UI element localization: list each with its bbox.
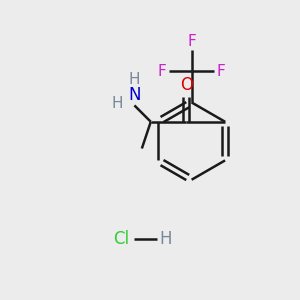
Text: N: N [128, 86, 141, 104]
Text: O: O [180, 76, 193, 94]
Text: H: H [129, 72, 140, 87]
Text: H: H [112, 96, 123, 111]
Text: F: F [187, 34, 196, 49]
Text: F: F [217, 64, 226, 79]
Text: Cl: Cl [113, 230, 129, 248]
Text: F: F [158, 64, 166, 79]
Text: H: H [159, 230, 171, 248]
